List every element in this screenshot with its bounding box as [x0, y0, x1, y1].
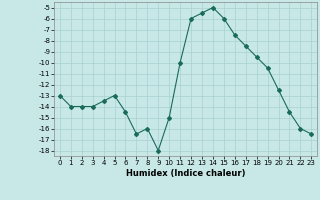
X-axis label: Humidex (Indice chaleur): Humidex (Indice chaleur)	[126, 169, 245, 178]
